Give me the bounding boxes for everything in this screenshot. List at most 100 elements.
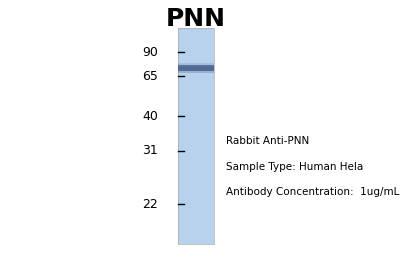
- Bar: [178, 149, 214, 150]
- Bar: [178, 195, 214, 197]
- Bar: [178, 128, 214, 130]
- Bar: [178, 226, 214, 227]
- Bar: [178, 225, 214, 226]
- Bar: [178, 230, 214, 231]
- Bar: [178, 207, 214, 209]
- Bar: [178, 171, 214, 172]
- Bar: [178, 38, 214, 40]
- Bar: [178, 205, 214, 206]
- Bar: [178, 123, 214, 124]
- Bar: [178, 214, 214, 215]
- Text: 90: 90: [142, 46, 158, 58]
- Bar: [178, 41, 214, 42]
- Bar: [178, 49, 214, 51]
- Bar: [178, 147, 214, 148]
- Text: Rabbit Anti-PNN: Rabbit Anti-PNN: [226, 136, 309, 146]
- Bar: [178, 203, 214, 204]
- Bar: [178, 99, 214, 100]
- Bar: [178, 47, 214, 49]
- Bar: [178, 28, 214, 244]
- Bar: [178, 50, 214, 52]
- Bar: [178, 239, 214, 240]
- Bar: [178, 34, 214, 36]
- Bar: [178, 65, 214, 66]
- Bar: [178, 67, 214, 68]
- Bar: [178, 125, 214, 127]
- Bar: [178, 233, 214, 235]
- Bar: [178, 40, 214, 41]
- Bar: [178, 86, 214, 88]
- Bar: [178, 126, 214, 128]
- Bar: [178, 175, 214, 176]
- Bar: [178, 217, 214, 218]
- Bar: [178, 181, 214, 183]
- Bar: [178, 122, 214, 123]
- Bar: [178, 52, 214, 53]
- Bar: [178, 135, 214, 136]
- Bar: [178, 182, 214, 184]
- Bar: [178, 220, 214, 222]
- Bar: [178, 124, 214, 125]
- Text: Sample Type: Human Hela: Sample Type: Human Hela: [226, 162, 363, 171]
- Bar: [178, 162, 214, 163]
- Bar: [178, 63, 214, 69]
- Bar: [178, 227, 214, 228]
- Bar: [178, 201, 214, 202]
- Bar: [178, 190, 214, 191]
- Bar: [178, 57, 214, 58]
- Bar: [178, 232, 214, 233]
- Bar: [178, 75, 214, 77]
- Bar: [178, 46, 214, 48]
- Bar: [178, 53, 214, 54]
- Bar: [178, 114, 214, 116]
- Bar: [178, 136, 214, 137]
- Bar: [178, 66, 214, 67]
- Bar: [178, 68, 214, 69]
- Bar: [178, 218, 214, 219]
- Bar: [178, 64, 214, 65]
- Bar: [178, 78, 214, 80]
- Bar: [178, 173, 214, 174]
- Bar: [178, 80, 214, 81]
- Bar: [178, 98, 214, 99]
- Bar: [178, 100, 214, 101]
- Text: Antibody Concentration:  1ug/mL: Antibody Concentration: 1ug/mL: [226, 187, 399, 197]
- Bar: [178, 129, 214, 131]
- Bar: [178, 119, 214, 120]
- Bar: [178, 174, 214, 175]
- Bar: [178, 55, 214, 56]
- Bar: [178, 117, 214, 119]
- Bar: [178, 187, 214, 188]
- Bar: [178, 234, 214, 236]
- Bar: [178, 168, 214, 170]
- Bar: [178, 37, 214, 39]
- Bar: [178, 83, 214, 84]
- Bar: [178, 94, 214, 95]
- Bar: [178, 179, 214, 180]
- Bar: [178, 88, 214, 90]
- Bar: [178, 177, 214, 178]
- Bar: [178, 95, 214, 96]
- Bar: [178, 77, 214, 79]
- Bar: [178, 131, 214, 132]
- Bar: [178, 210, 214, 212]
- Bar: [178, 206, 214, 207]
- Bar: [178, 156, 214, 158]
- Bar: [178, 151, 214, 152]
- Bar: [178, 241, 214, 242]
- Bar: [178, 82, 214, 83]
- Bar: [178, 215, 214, 216]
- Bar: [178, 144, 214, 146]
- Bar: [178, 70, 214, 71]
- Bar: [178, 127, 214, 129]
- Bar: [178, 186, 214, 187]
- Text: 22: 22: [142, 198, 158, 211]
- Bar: [178, 221, 214, 223]
- Bar: [178, 74, 214, 76]
- Bar: [178, 91, 214, 92]
- Bar: [178, 44, 214, 45]
- Text: 40: 40: [142, 110, 158, 123]
- Bar: [178, 116, 214, 118]
- Bar: [178, 31, 214, 32]
- Bar: [178, 198, 214, 199]
